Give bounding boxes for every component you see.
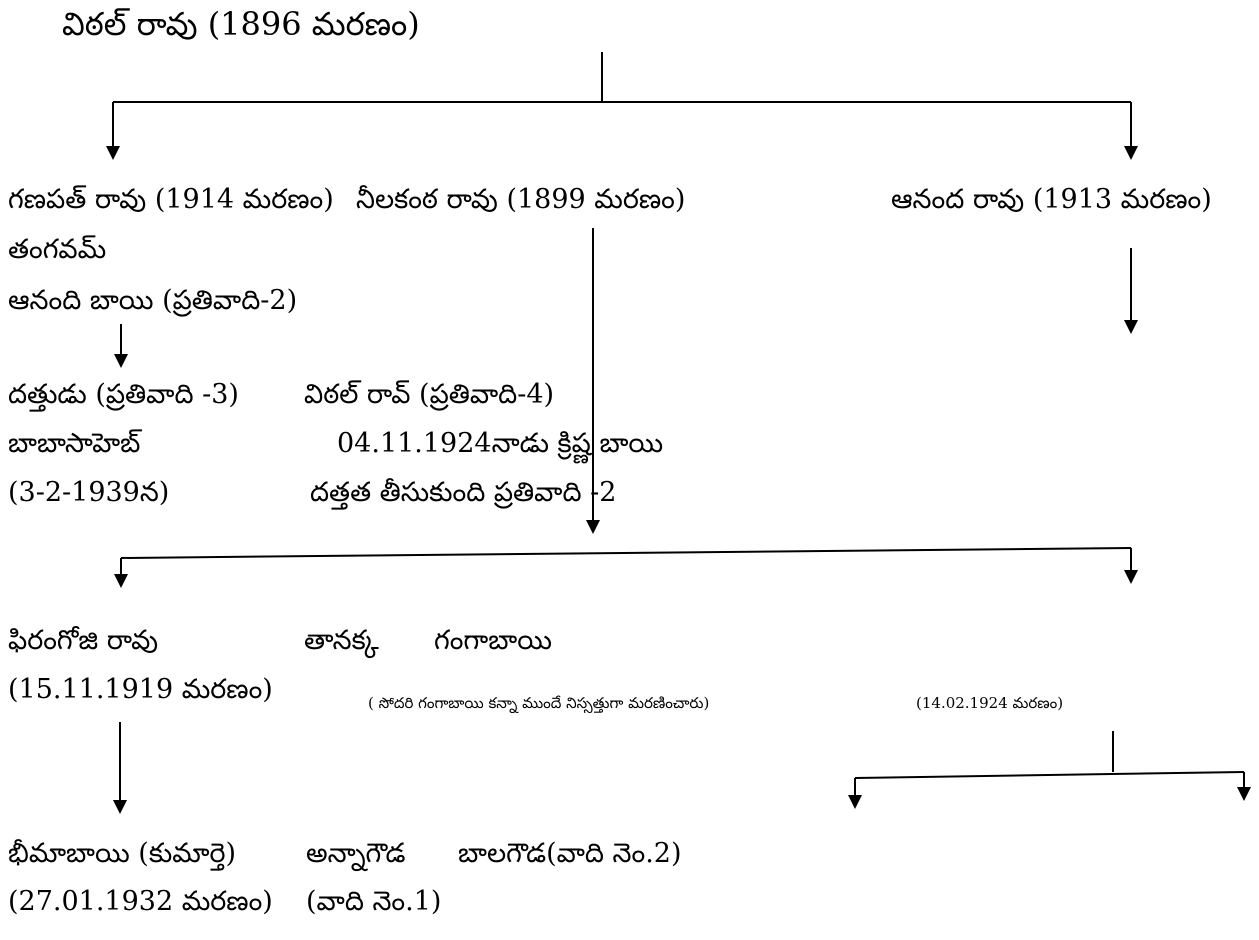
bheemabai-date: (27.01.1932 మరణం) bbox=[8, 886, 273, 917]
ananda-rao: ఆనంద రావు (1913 మరణం) bbox=[891, 184, 1212, 215]
root-person: విఠల్ రావు (1896 మరణం) bbox=[62, 5, 420, 43]
tanakka: తానక్క bbox=[304, 625, 379, 656]
firangoji-date: (15.11.1919 మరణం) bbox=[8, 674, 273, 705]
babasaheb-date: (3-2-1939న) bbox=[8, 477, 170, 508]
adoption-note-line2: దత్తత తీసుకుంది ప్రతివాది -2 bbox=[310, 477, 617, 508]
ananda-down-head bbox=[1124, 320, 1138, 334]
gangabai-date: (14.02.1924 మరణం) bbox=[916, 694, 1064, 712]
ganapat-rao: గణపత్ రావు (1914 మరణం) bbox=[8, 184, 334, 215]
gangabai: గంగాబాయి bbox=[434, 625, 552, 656]
firangoji-down-head bbox=[113, 800, 127, 814]
gangabai-bar bbox=[854, 771, 1245, 779]
babasaheb: బాబాసాహెబ్ bbox=[8, 428, 141, 459]
anandi-bai: ఆనంది బాయి (ప్రతివాది-2) bbox=[8, 285, 298, 316]
neelakanta-arrow-head bbox=[586, 520, 600, 534]
ganapat-arrow-head bbox=[106, 146, 120, 160]
vithal-rav: విఠల్ రావ్ (ప్రతివాది-4) bbox=[304, 379, 555, 410]
tangavam: తంగవమ్ bbox=[8, 234, 107, 265]
adoption-note-line1: 04.11.1924నాడు క్రిష్ణ బాయి bbox=[337, 428, 664, 459]
annagouda: అన్నాగౌడ bbox=[306, 838, 406, 869]
right-branch-head bbox=[1237, 787, 1251, 801]
anandi-arrow-head bbox=[114, 354, 128, 368]
annagouda-role: (వాది నెం.1) bbox=[306, 886, 442, 917]
firangoji-arrow-head bbox=[114, 574, 128, 588]
balagouda: బాలగౌడ(వాది నెం.2) bbox=[458, 838, 682, 869]
firangoji-rao: ఫిరంగోజి రావు bbox=[8, 625, 159, 656]
bheemabai: భీమాబాయి (కుమార్తె) bbox=[8, 838, 237, 869]
gen3-bar bbox=[120, 547, 1132, 559]
left-branch-head bbox=[848, 795, 862, 809]
ananda-arrow-head bbox=[1124, 146, 1138, 160]
neelakanta-rao: నీలకంఠ రావు (1899 మరణం) bbox=[356, 184, 686, 215]
dattudu: దత్తుడు (ప్రతివాది -3) bbox=[8, 379, 239, 410]
gangabai-arrow-head bbox=[1124, 570, 1138, 584]
tanakka-note: ( సోదరి గంగాబాయి కన్నా ముందే నిస్సత్తుగా… bbox=[368, 694, 710, 712]
